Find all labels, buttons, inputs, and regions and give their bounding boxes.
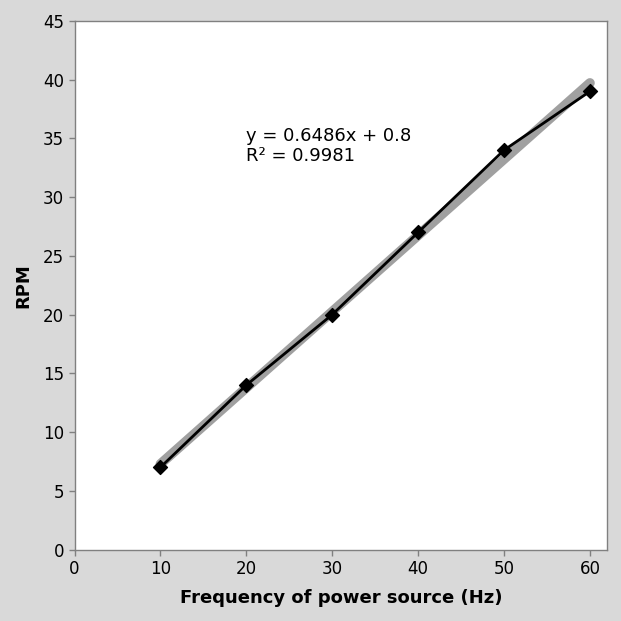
Point [413,227,423,237]
Point [499,145,509,155]
Point [585,86,595,96]
X-axis label: Frequency of power source (Hz): Frequency of power source (Hz) [179,589,502,607]
Point [242,380,252,390]
Text: y = 0.6486x + 0.8
R² = 0.9981: y = 0.6486x + 0.8 R² = 0.9981 [247,127,412,165]
Y-axis label: RPM: RPM [14,263,32,307]
Point [327,310,337,320]
Point [155,463,165,473]
